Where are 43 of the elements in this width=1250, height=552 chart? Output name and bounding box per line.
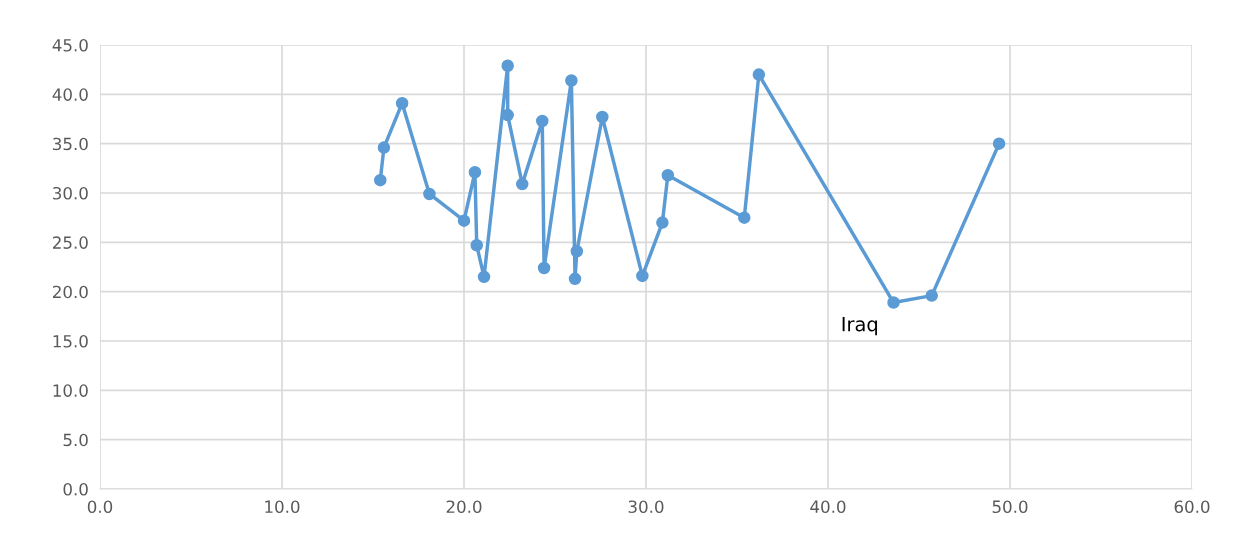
point bbox=[477, 270, 491, 284]
y-tick-label: 30.0 bbox=[53, 186, 88, 200]
point bbox=[568, 272, 582, 286]
point bbox=[656, 216, 669, 229]
point bbox=[565, 74, 578, 87]
point bbox=[925, 289, 938, 302]
y-tick-label: 20.0 bbox=[53, 285, 88, 299]
point bbox=[377, 141, 391, 154]
point bbox=[537, 261, 551, 275]
point bbox=[374, 173, 387, 187]
point bbox=[457, 214, 471, 227]
point bbox=[423, 187, 436, 201]
point bbox=[468, 166, 482, 179]
point bbox=[536, 114, 549, 128]
y-tick-label: 25.0 bbox=[53, 236, 88, 249]
point bbox=[470, 239, 483, 252]
y-tick-label: 5.0 bbox=[63, 433, 88, 447]
x-tick-label: 10.0 bbox=[265, 500, 300, 514]
point bbox=[395, 96, 409, 110]
point bbox=[501, 108, 514, 122]
x-tick-label: 30.0 bbox=[628, 500, 664, 514]
point bbox=[661, 168, 675, 182]
y-tick-label: 10.0 bbox=[53, 384, 88, 397]
x-tick-label: 0.0 bbox=[87, 500, 113, 514]
point bbox=[570, 244, 584, 258]
point bbox=[501, 59, 514, 72]
point bbox=[596, 110, 609, 124]
y-tick-label: 35.0 bbox=[53, 137, 88, 151]
y-tick-label: 15.0 bbox=[53, 334, 88, 348]
y-tick-label: 45.0 bbox=[52, 38, 88, 52]
x-tick-label: 20.0 bbox=[446, 500, 482, 514]
annotation: Iraq bbox=[842, 317, 877, 336]
x-tick-label: 40.0 bbox=[810, 500, 846, 514]
point bbox=[738, 211, 751, 224]
x-tick-label: 50.0 bbox=[992, 500, 1028, 514]
y-tick-label: 40.0 bbox=[52, 88, 88, 101]
y-tick-label: 0.0 bbox=[63, 482, 88, 496]
x-tick-label: 60.0 bbox=[1174, 500, 1210, 514]
point bbox=[636, 269, 649, 283]
point bbox=[515, 177, 529, 191]
point bbox=[887, 296, 900, 309]
point bbox=[752, 68, 766, 81]
point bbox=[992, 137, 1006, 150]
